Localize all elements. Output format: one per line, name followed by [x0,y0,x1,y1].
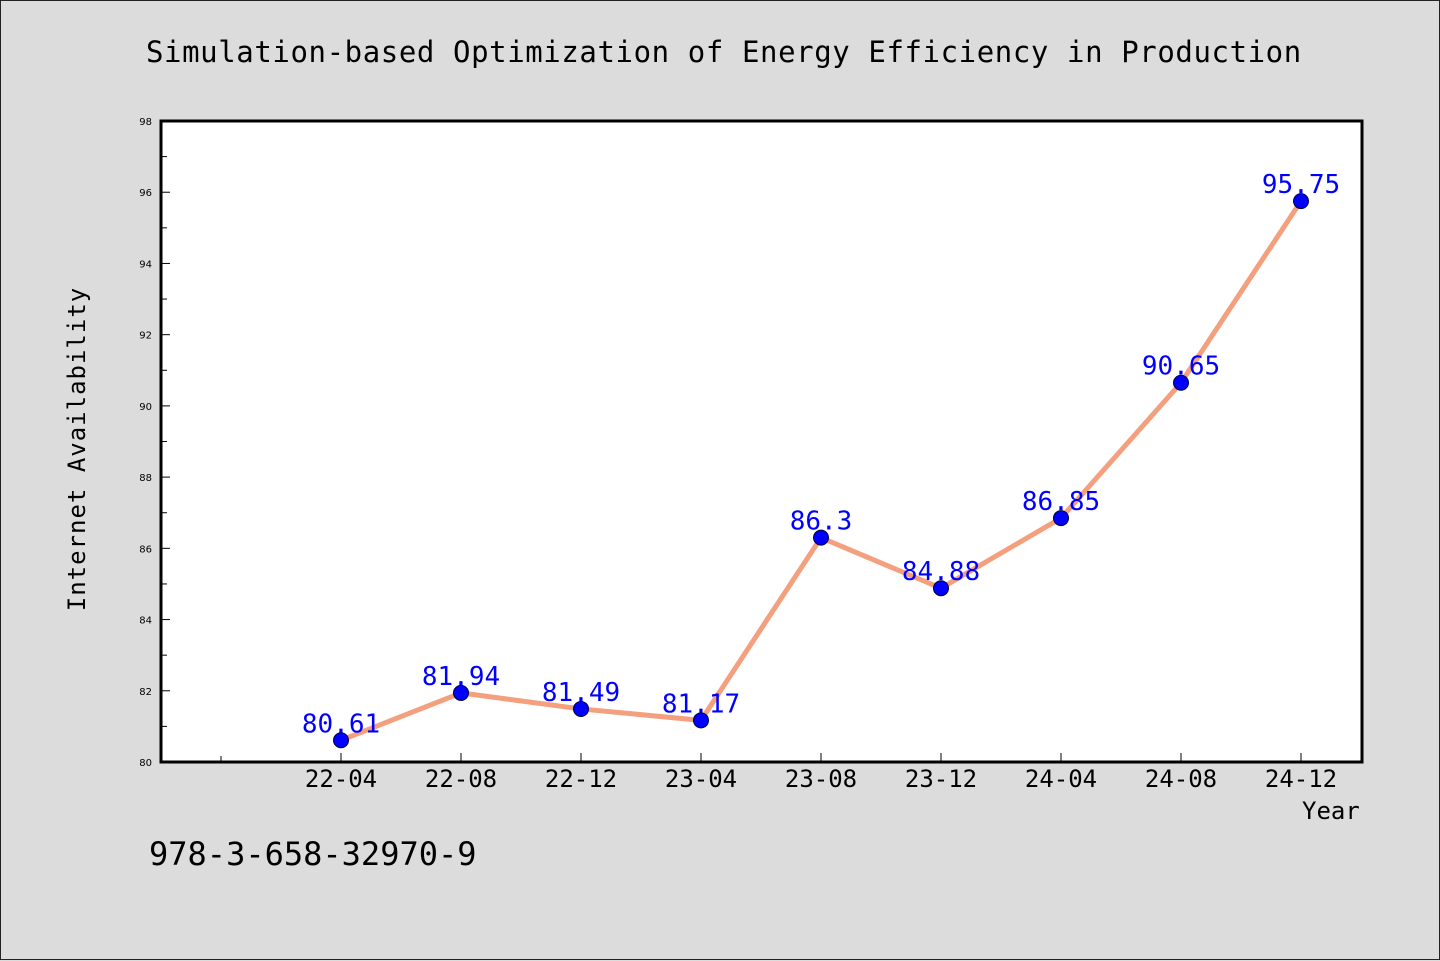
data-point [1293,193,1309,210]
x-tick-label: 24-08 [1145,765,1217,793]
x-tick-label: 22-08 [425,765,497,793]
data-label: 81.17 [662,689,740,719]
x-tick-label: 23-12 [905,765,977,793]
series-layer [333,193,1309,749]
data-labels-layer: 80.61 81.94 81.49 81.17 86.3 84.88 86.85 90.65 9… [302,170,1340,739]
data-label: 81.94 [422,662,500,692]
x-tick-label: 22-04 [305,765,377,793]
data-label: 81.49 [542,678,620,708]
chart-title: Simulation-based Optimization of Energy … [146,35,1302,69]
y-tick-label: 80 [139,758,152,769]
data-label: 90.65 [1142,352,1220,382]
data-point [573,700,589,717]
data-point [813,529,829,546]
y-tick-label: 82 [139,687,152,698]
x-axis-label: Year [1302,797,1360,825]
data-label: 86.85 [1022,487,1100,517]
data-label: 95.75 [1262,170,1340,200]
y-tick-label: 86 [139,544,152,555]
isbn-text: 978-3-658-32970-9 [149,835,477,873]
y-tick-label: 96 [139,188,152,199]
y-tick-label: 92 [139,331,152,342]
data-label: 80.61 [302,709,380,739]
data-point [1053,510,1069,527]
y-tick-label: 98 [139,117,152,128]
y-tick-label: 94 [139,259,152,270]
data-point [1173,374,1189,391]
data-point [333,732,349,749]
data-point [693,712,709,729]
x-tick-label: 24-04 [1025,765,1097,793]
x-tick-label: 22-12 [545,765,617,793]
data-label: 84.88 [902,557,980,587]
x-tick-label: 23-08 [785,765,857,793]
data-label: 86.3 [790,507,853,537]
y-tick-label: 90 [139,402,152,413]
y-tick-label: 84 [139,616,152,627]
x-tick-label: 24-12 [1265,765,1337,793]
x-tick-label: 23-04 [665,765,737,793]
plot-area [159,119,1364,764]
data-point [933,580,949,597]
data-point [453,684,469,701]
y-tick-label: 88 [139,473,152,484]
axis-ticks: 80 82 84 86 88 90 92 94 96 98 22-04 22-08 22-12 23-04… [139,117,1337,793]
